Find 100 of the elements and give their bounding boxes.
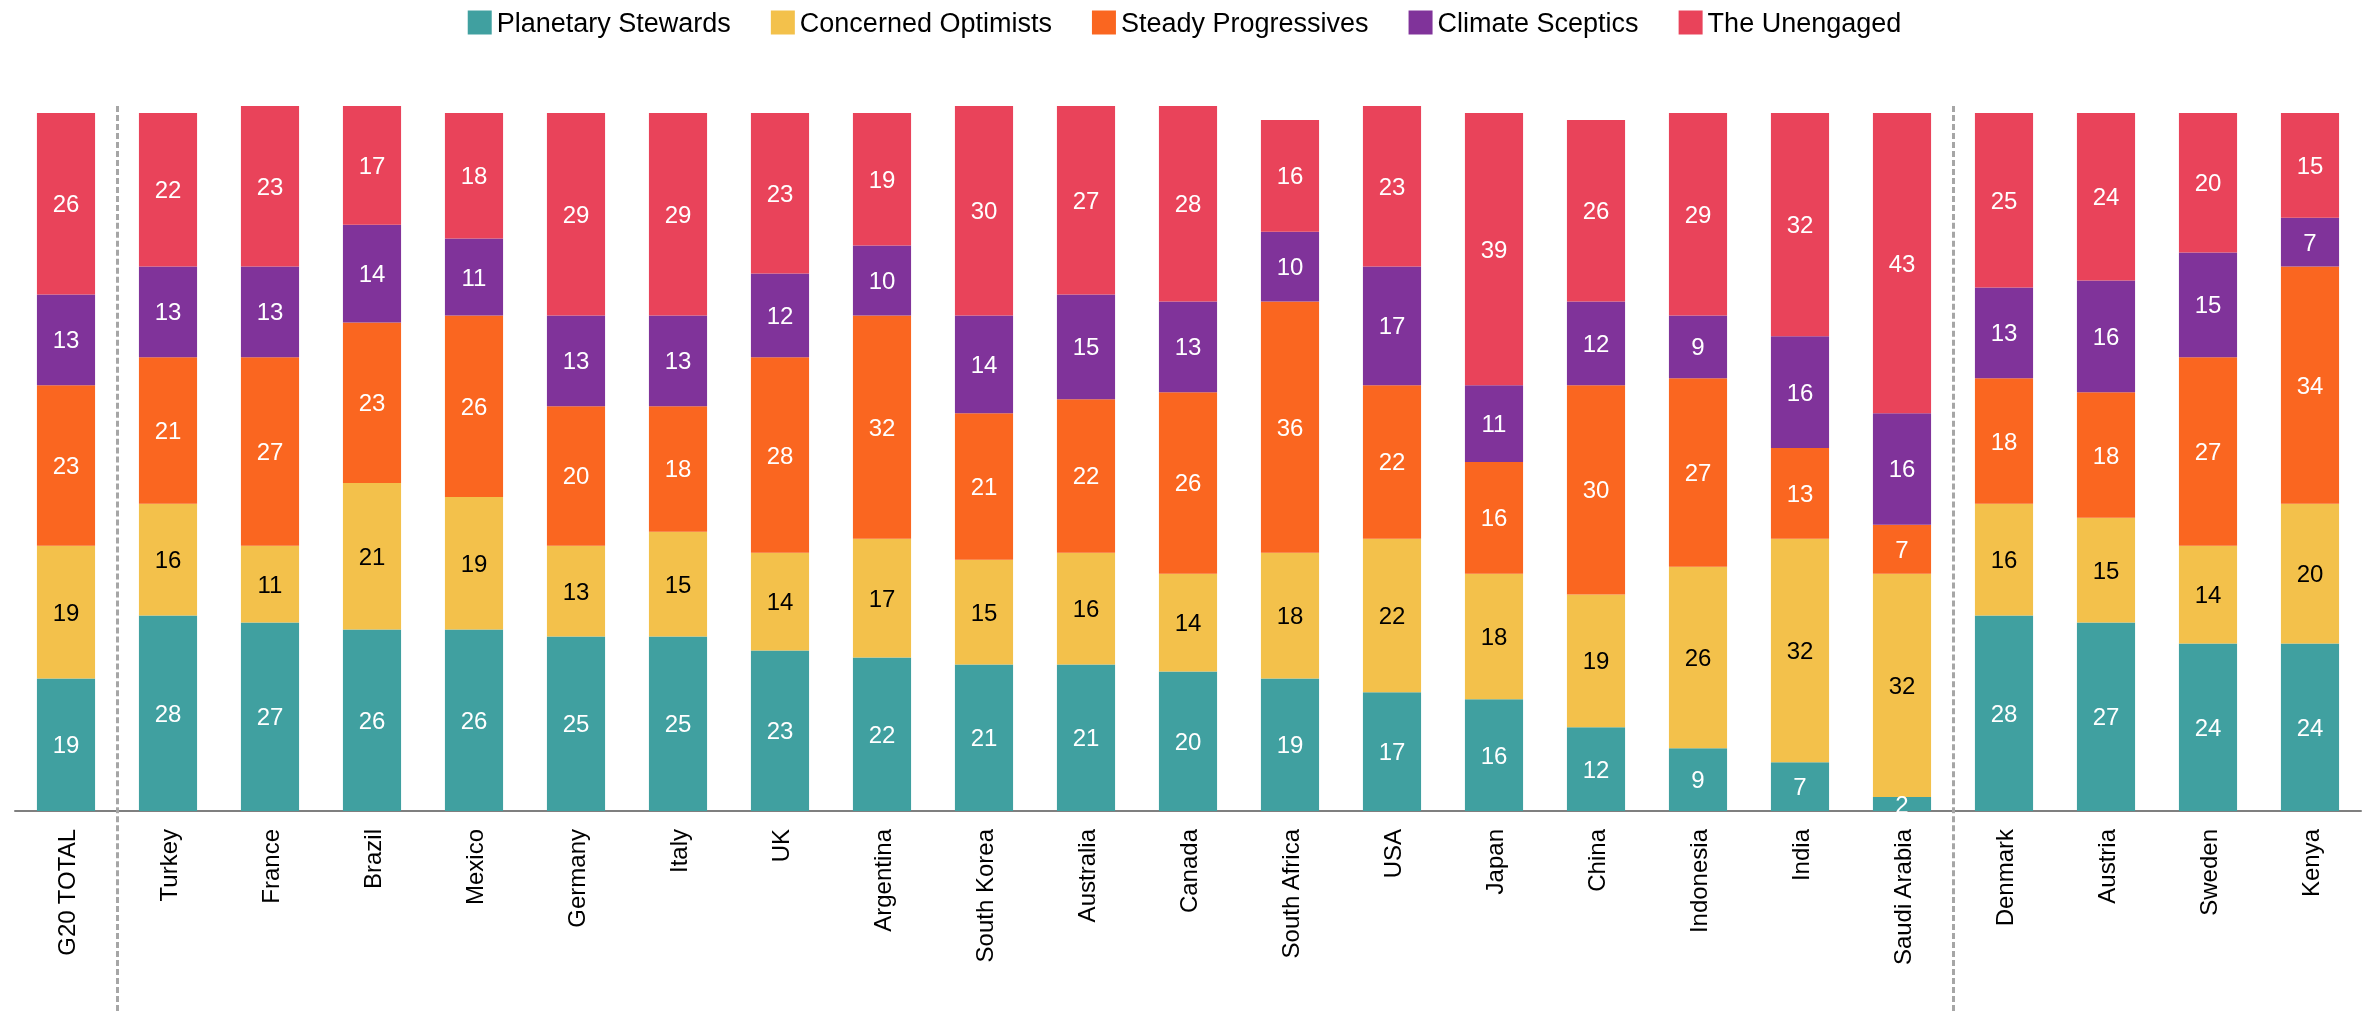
bar [954, 559, 1014, 665]
bar [1056, 294, 1116, 400]
bar [138, 357, 198, 504]
bar [342, 629, 402, 811]
data-label: 28 [1990, 699, 2018, 727]
bar [1464, 461, 1524, 574]
data-label: 34 [2296, 371, 2324, 399]
bar [1056, 552, 1116, 665]
data-label: 20 [2194, 169, 2222, 197]
bar [1668, 315, 1728, 379]
bar [36, 112, 96, 295]
data-label: 19 [868, 165, 896, 193]
data-label: 29 [562, 200, 590, 228]
x-tick-label: Mexico [460, 829, 488, 906]
data-label: 23 [256, 172, 284, 200]
data-label: 28 [766, 441, 794, 469]
data-label: 21 [1072, 724, 1100, 752]
bar [2280, 503, 2340, 644]
bar [1770, 112, 1830, 337]
bar [342, 224, 402, 323]
data-label: 24 [2194, 713, 2222, 741]
bar [1566, 301, 1626, 386]
legend-label: Concerned Optimists [799, 7, 1052, 38]
bar [1260, 301, 1320, 553]
bar [1872, 413, 1932, 525]
x-tick-label: Kenya [2296, 828, 2324, 898]
data-label: 13 [1174, 333, 1202, 361]
bar [1974, 112, 2034, 288]
x-tick-label: Brazil [358, 829, 386, 890]
bar [750, 357, 810, 553]
bar [444, 496, 504, 630]
data-label: 23 [52, 451, 80, 479]
data-label: 21 [358, 542, 386, 570]
data-label: 20 [1174, 727, 1202, 755]
bar [240, 266, 300, 358]
data-label: 10 [868, 267, 896, 295]
bar [36, 545, 96, 679]
data-label: 12 [1582, 329, 1610, 357]
bar [342, 106, 402, 225]
data-label: 14 [766, 588, 794, 616]
bar [2178, 643, 2238, 811]
bar [2076, 392, 2136, 518]
data-label: 13 [1786, 479, 1814, 507]
x-tick-label: Argentina [868, 828, 896, 932]
data-label: 16 [1072, 595, 1100, 623]
bar [1872, 524, 1932, 574]
data-label: 32 [1888, 671, 1916, 699]
bar [750, 112, 810, 274]
bar [1362, 106, 1422, 267]
x-tick-label: Japan [1480, 829, 1508, 895]
data-label: 36 [1276, 413, 1304, 441]
data-label: 18 [2092, 441, 2120, 469]
x-tick-label: South Korea [970, 828, 998, 963]
data-label: 24 [2092, 183, 2120, 211]
data-label: 15 [2092, 556, 2120, 584]
data-label: 29 [1684, 200, 1712, 228]
data-label: 43 [1888, 249, 1916, 277]
bar [1770, 538, 1830, 763]
bar [36, 294, 96, 386]
data-label: 23 [766, 717, 794, 745]
x-tick-label: Sweden [2194, 829, 2222, 916]
data-label: 19 [1582, 647, 1610, 675]
bar [138, 503, 198, 616]
bar [1056, 664, 1116, 811]
data-label: 18 [460, 162, 488, 190]
x-tick-label: Germany [562, 829, 590, 928]
data-label: 26 [358, 706, 386, 734]
bar [1872, 573, 1932, 798]
data-label: 13 [562, 347, 590, 375]
data-label: 11 [461, 263, 487, 291]
bar [1362, 266, 1422, 386]
bar [648, 636, 708, 811]
data-label: 7 [1793, 773, 1807, 801]
data-label: 28 [154, 699, 182, 727]
data-label: 23 [358, 389, 386, 417]
bar [2178, 112, 2238, 253]
bar [1464, 112, 1524, 386]
bar [1668, 112, 1728, 316]
bar [954, 106, 1014, 316]
bar [1974, 615, 2034, 811]
bar [36, 678, 96, 811]
data-label: 13 [562, 577, 590, 605]
bar [1974, 503, 2034, 616]
data-label: 26 [52, 190, 80, 218]
data-label: 20 [2296, 560, 2324, 588]
x-tick-label: Australia [1072, 828, 1100, 923]
bar [546, 545, 606, 637]
data-label: 13 [664, 347, 692, 375]
data-label: 27 [2194, 438, 2222, 466]
bar [240, 545, 300, 623]
bar [1158, 573, 1218, 672]
bar [1464, 573, 1524, 700]
bar [1056, 399, 1116, 553]
x-tick-label: G20 TOTAL [52, 829, 80, 956]
data-label: 15 [2194, 291, 2222, 319]
data-label: 17 [868, 584, 896, 612]
legend-label: The Unengaged [1707, 7, 1902, 38]
data-label: 18 [664, 455, 692, 483]
data-label: 27 [1072, 186, 1100, 214]
legend-label: Climate Sceptics [1437, 7, 1639, 38]
